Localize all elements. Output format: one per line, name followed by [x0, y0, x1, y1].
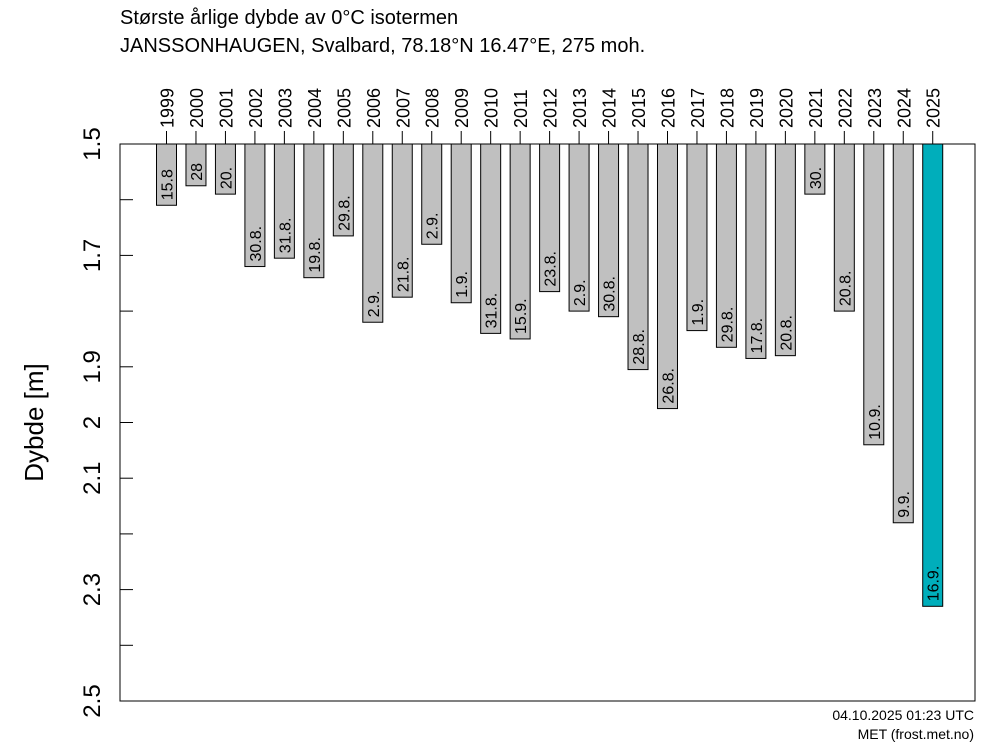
x-tick-label-2011: 2011 [511, 89, 531, 128]
y-tick-label: 1.9 [79, 350, 106, 383]
x-tick-label-2003: 2003 [275, 88, 295, 128]
x-tick-label-2019: 2019 [747, 88, 767, 128]
data-label-2012: 23.8. [543, 251, 560, 287]
data-label-2014: 30.8. [602, 276, 619, 312]
data-label-2015: 28.8. [631, 329, 648, 365]
x-tick-label-2001: 2001 [216, 88, 236, 128]
chart-title: Største årlige dybde av 0°C isotermen [120, 7, 459, 29]
data-label-2022: 20.8. [837, 271, 854, 307]
x-tick-label-2014: 2014 [600, 88, 620, 128]
plot-frame [119, 143, 976, 702]
x-axis-layer: 1999 2000 2001 2002 2003 2004 2005 2006 2007 2008… [158, 88, 944, 144]
x-tick-label-2005: 2005 [334, 88, 354, 128]
y-tick-label: 2.5 [79, 684, 106, 717]
x-tick-label-2009: 2009 [452, 88, 472, 128]
data-label-2006: 2.9. [366, 291, 383, 318]
data-label-2025: 16.9. [926, 566, 943, 602]
x-tick-label-2020: 2020 [776, 88, 796, 128]
y-tick-label: 1.5 [79, 127, 106, 160]
data-label-2019: 17.8. [749, 318, 766, 354]
x-tick-label-2024: 2024 [894, 88, 914, 128]
x-tick-label-2023: 2023 [865, 88, 885, 128]
y-axis-layer: 1.5 1.7 1.9 2 2.1 2.3 2.5 [79, 127, 133, 718]
data-label-2001: 20. [218, 167, 235, 189]
footer-timestamp: 04.10.2025 01:23 UTC [832, 707, 974, 723]
x-tick-label-2017: 2017 [688, 88, 708, 128]
x-tick-label-2000: 2000 [187, 88, 207, 128]
data-label-2005: 29.8. [336, 195, 353, 231]
x-tick-label-2008: 2008 [423, 88, 443, 128]
bar-2024 [892, 143, 914, 524]
x-tick-label-2012: 2012 [541, 88, 561, 128]
data-label-2010: 31.8. [484, 293, 501, 329]
data-label-2009: 1.9. [454, 271, 471, 298]
x-tick-label-2004: 2004 [305, 88, 325, 128]
footer-source: MET (frost.met.no) [857, 726, 974, 742]
x-tick-label-2007: 2007 [393, 88, 413, 128]
x-tick-label-2015: 2015 [629, 88, 649, 128]
x-tick-label-2022: 2022 [835, 88, 855, 128]
y-tick-label: 2.3 [79, 573, 106, 606]
data-label-2002: 30.8. [248, 226, 265, 262]
y-axis-title: Dybde [m] [19, 363, 49, 482]
x-tick-label-2010: 2010 [482, 88, 502, 128]
x-tick-label-2013: 2013 [570, 88, 590, 128]
data-label-2016: 26.8. [660, 368, 677, 404]
bar-2023 [863, 143, 885, 446]
data-label-2000: 28 [189, 163, 206, 181]
data-label-2008: 2.9. [425, 213, 442, 240]
x-tick-label-1999: 1999 [158, 88, 178, 128]
y-tick-label: 2 [79, 416, 106, 429]
data-label-2003: 31.8. [277, 218, 294, 254]
data-label-2021: 30. [808, 167, 825, 189]
x-tick-label-2002: 2002 [246, 88, 266, 128]
x-tick-label-2016: 2016 [658, 88, 678, 128]
data-label-2011: 15.9. [513, 298, 530, 334]
data-label-2020: 20.8. [778, 315, 795, 351]
x-tick-label-2025: 2025 [924, 88, 944, 128]
bars-layer [156, 143, 944, 607]
data-label-2023: 10.9. [867, 404, 884, 440]
data-label-2004: 19.8. [307, 237, 324, 273]
x-tick-label-2021: 2021 [806, 88, 826, 128]
data-label-2017: 1.9. [690, 299, 707, 326]
data-label-2007: 21.8. [395, 257, 412, 293]
x-tick-label-2018: 2018 [717, 88, 737, 128]
y-tick-label: 1.7 [79, 239, 106, 272]
data-label-2024: 9.9. [896, 491, 913, 518]
data-label-2013: 2.9. [572, 279, 589, 306]
y-tick-label: 2.1 [79, 462, 106, 495]
data-labels-layer: 15.8 28 20. 30.8. 31.8. 19.8. 29.8. 2.9. 21.8. 2.… [160, 163, 943, 601]
data-label-1999: 15.8 [160, 169, 177, 200]
bar-2025 [922, 143, 944, 607]
chart-subtitle: JANSSONHAUGEN, Svalbard, 78.18°N 16.47°E… [120, 35, 646, 57]
data-label-2018: 29.8. [719, 307, 736, 343]
x-tick-label-2006: 2006 [364, 88, 384, 128]
